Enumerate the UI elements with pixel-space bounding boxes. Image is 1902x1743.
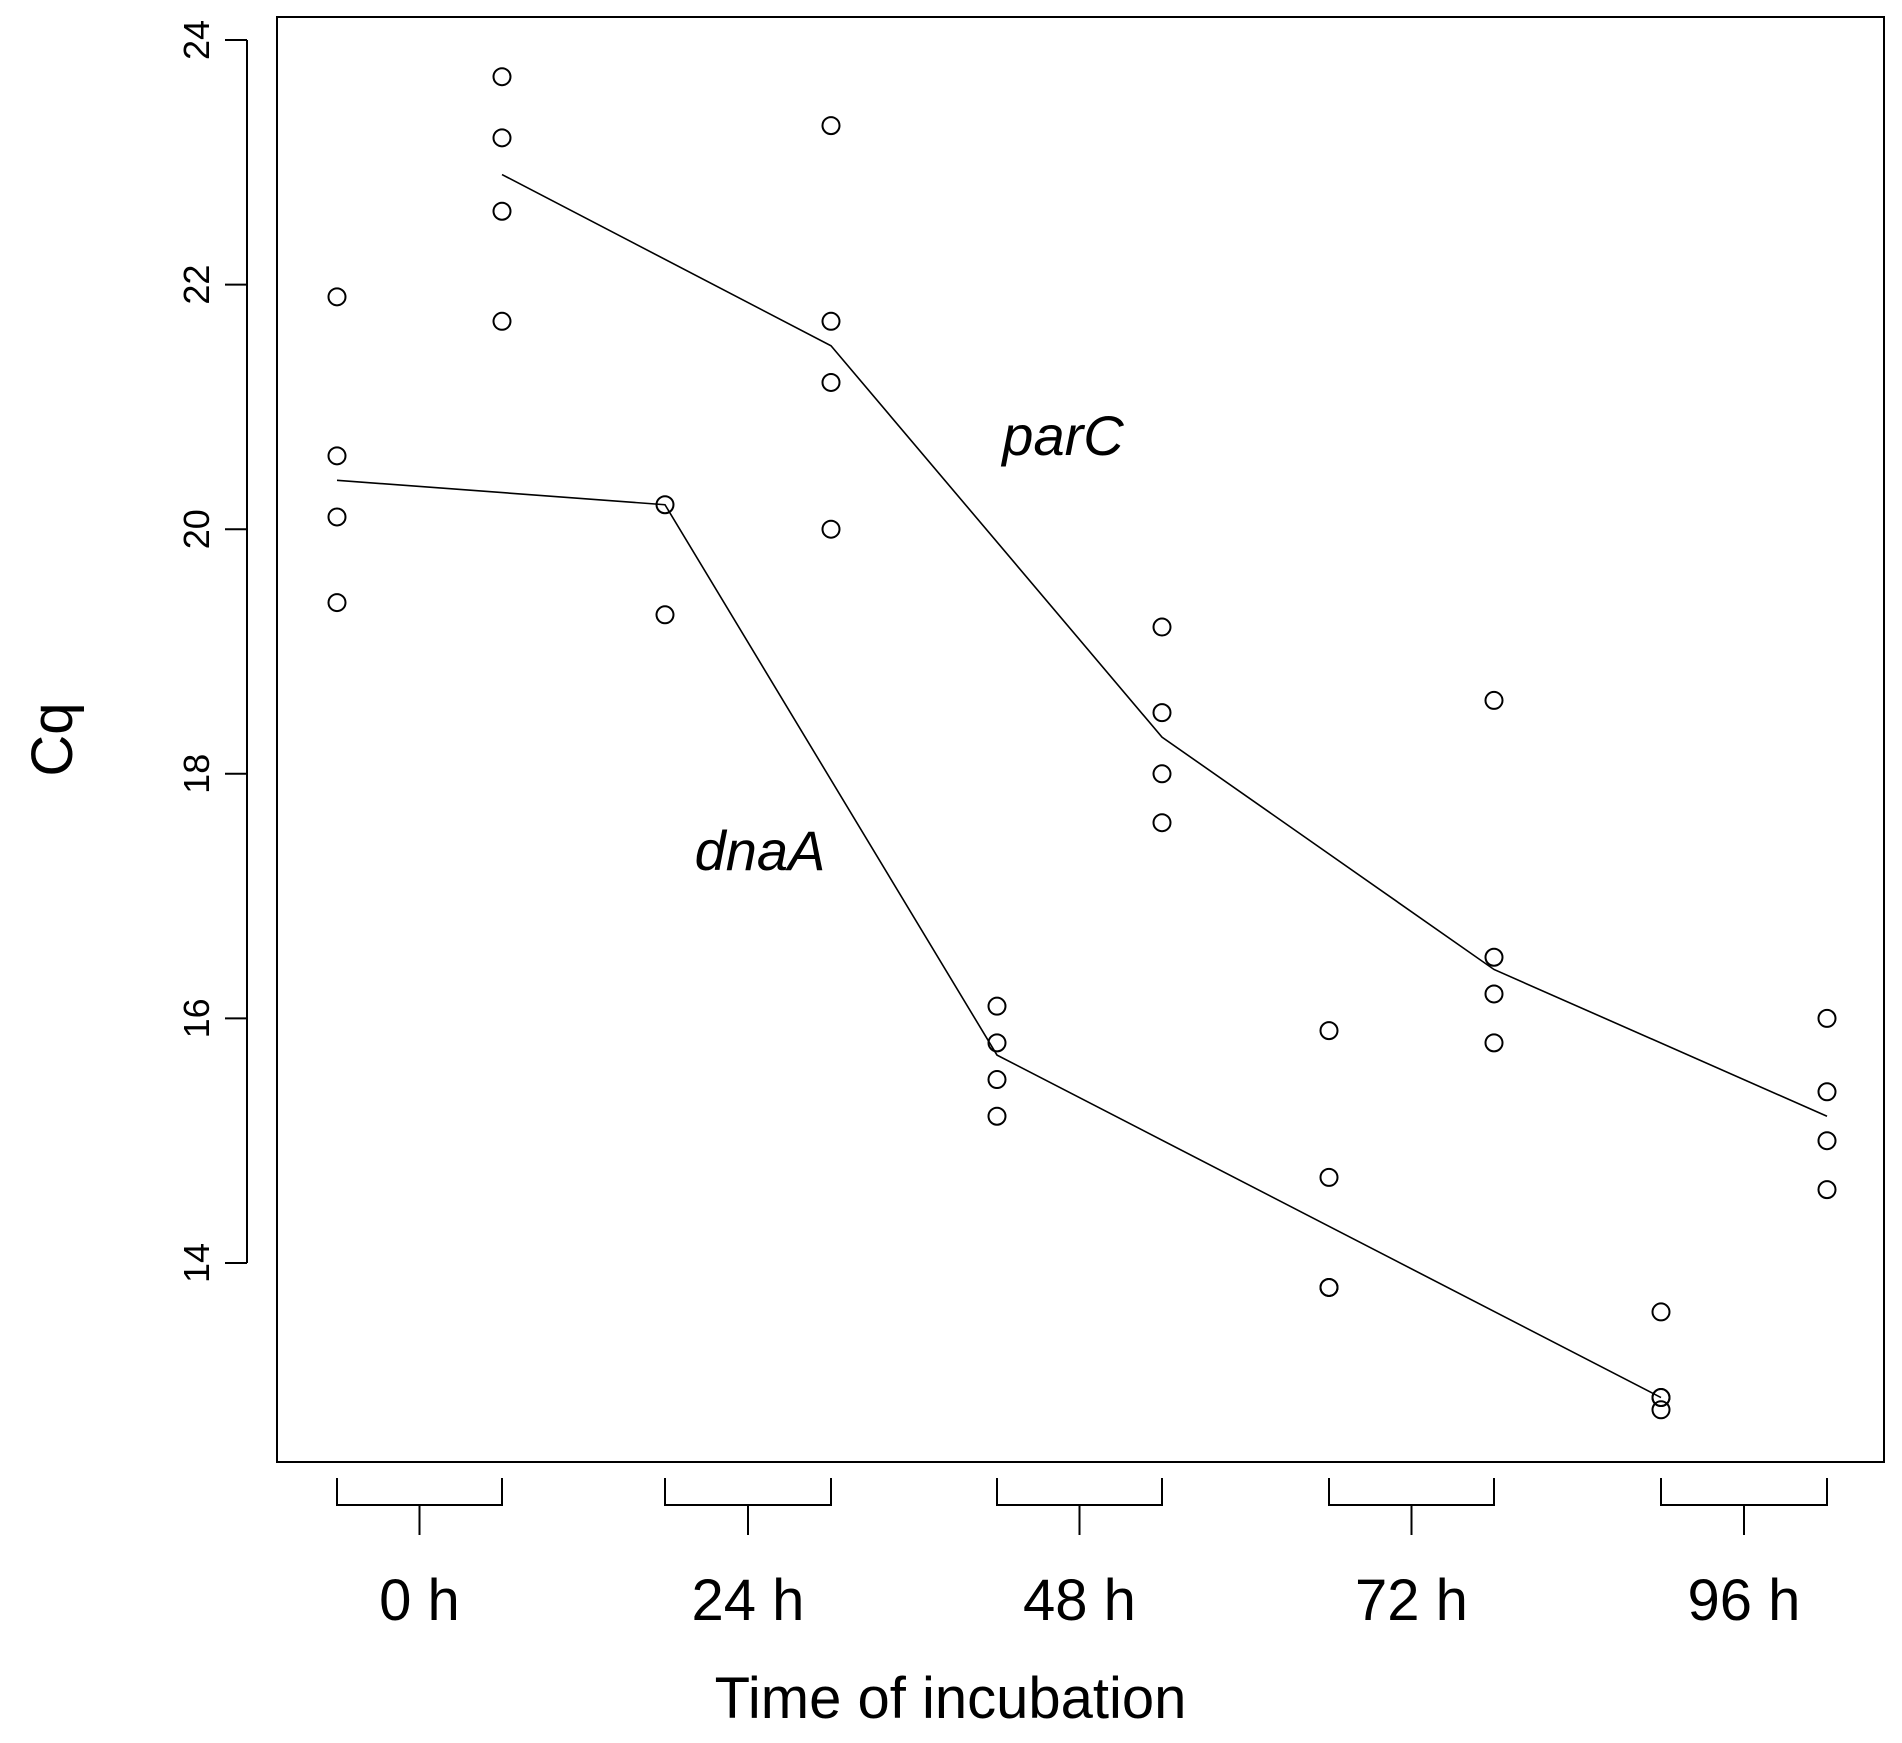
annotation-dnaA: dnaA xyxy=(695,819,826,882)
plot-frame xyxy=(276,16,1885,1463)
data-point-parC xyxy=(1484,1033,1504,1053)
data-point-parC xyxy=(821,311,841,331)
data-point-dnaA xyxy=(987,1033,1007,1053)
data-point-parC xyxy=(1152,813,1172,833)
data-point-dnaA xyxy=(987,1070,1007,1090)
data-point-dnaA xyxy=(987,1106,1007,1126)
data-point-dnaA xyxy=(1651,1400,1671,1420)
data-point-dnaA xyxy=(1319,1021,1339,1041)
data-point-dnaA xyxy=(327,593,347,613)
data-point-dnaA xyxy=(655,605,675,625)
y-tick-label: 20 xyxy=(176,509,217,549)
group-label: 24 h xyxy=(692,1568,805,1633)
data-point-dnaA xyxy=(327,507,347,527)
data-point-parC xyxy=(1817,1008,1837,1028)
trend-line-parC xyxy=(501,173,1828,1117)
group-bracket xyxy=(1660,1478,1828,1535)
data-point-parC xyxy=(1152,703,1172,723)
data-point-parC xyxy=(1484,690,1504,710)
group-bracket xyxy=(664,1478,832,1535)
y-tick-label: 24 xyxy=(176,20,217,60)
data-point-dnaA xyxy=(1319,1167,1339,1187)
data-point-parC xyxy=(492,128,512,148)
data-point-dnaA xyxy=(987,996,1007,1016)
x-axis-label: Time of incubation xyxy=(715,1666,1187,1731)
data-point-parC xyxy=(1484,947,1504,967)
group-bracket xyxy=(336,1478,503,1535)
data-point-parC xyxy=(1152,764,1172,784)
data-point-parC xyxy=(1484,984,1504,1004)
group-bracket xyxy=(1328,1478,1495,1535)
data-point-parC xyxy=(492,201,512,221)
data-point-dnaA xyxy=(327,287,347,307)
data-point-parC xyxy=(492,67,512,87)
data-point-parC xyxy=(821,116,841,136)
data-point-dnaA xyxy=(1319,1277,1339,1297)
data-point-parC xyxy=(492,311,512,331)
group-bracket xyxy=(996,1478,1163,1535)
data-point-parC xyxy=(821,519,841,539)
annotation-parC: parC xyxy=(1000,404,1124,467)
data-point-parC xyxy=(821,372,841,392)
data-point-dnaA xyxy=(1651,1302,1671,1322)
data-point-parC xyxy=(1152,617,1172,637)
data-point-dnaA xyxy=(655,495,675,515)
y-tick-label: 16 xyxy=(176,998,217,1038)
y-axis-label: Cq xyxy=(20,702,85,776)
group-label: 48 h xyxy=(1023,1568,1136,1633)
y-tick-label: 22 xyxy=(176,265,217,305)
data-point-parC xyxy=(1817,1082,1837,1102)
group-label: 96 h xyxy=(1688,1568,1801,1633)
y-tick-label: 14 xyxy=(176,1243,217,1283)
data-point-dnaA xyxy=(1651,1388,1671,1408)
trend-line-dnaA xyxy=(336,479,1662,1399)
data-point-parC xyxy=(1817,1131,1837,1151)
y-tick-label: 18 xyxy=(176,754,217,794)
group-label: 72 h xyxy=(1355,1568,1468,1633)
data-point-parC xyxy=(1817,1180,1837,1200)
data-point-dnaA xyxy=(327,446,347,466)
group-label: 0 h xyxy=(379,1568,460,1633)
